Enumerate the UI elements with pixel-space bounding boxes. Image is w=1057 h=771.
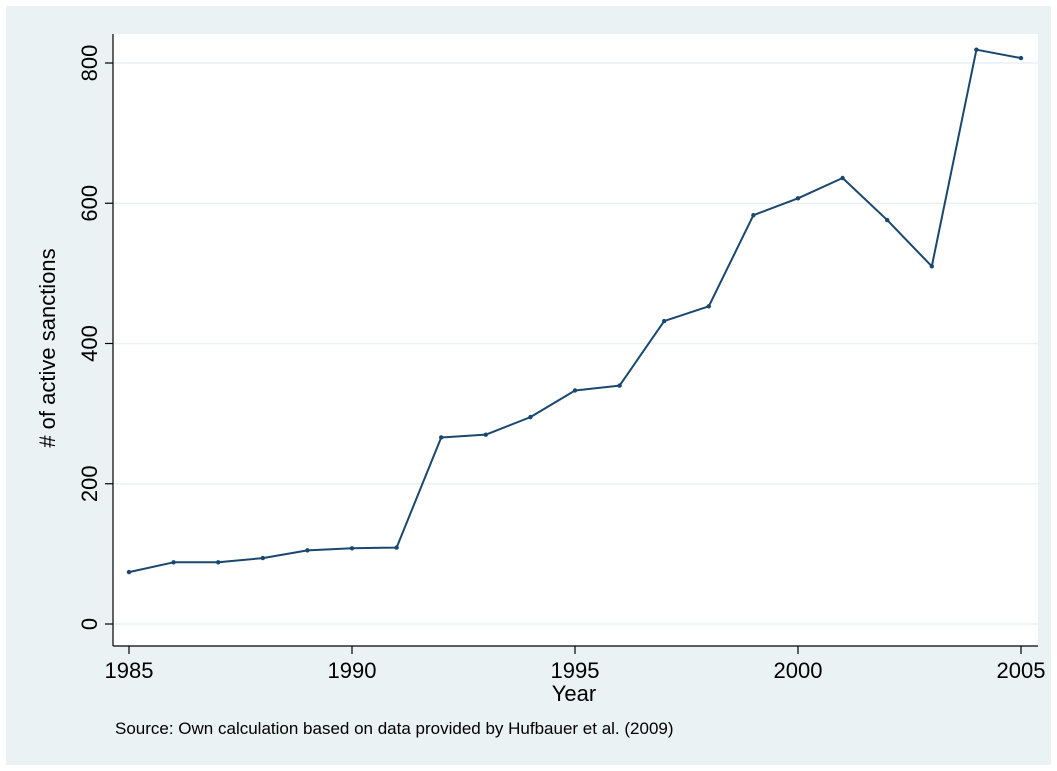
series (126, 47, 1024, 575)
data-point (662, 318, 667, 324)
data-point (528, 414, 533, 420)
chart-figure: 0 200 400 600 800 1985 1990 1995 2000 2005 Year … (6, 6, 1051, 765)
data-point (974, 47, 979, 52)
y-tick-label: 600 (77, 185, 102, 222)
x-ticks: 1985 1990 1995 2000 2005 (105, 646, 1046, 683)
x-axis-title: Year (552, 681, 596, 706)
x-tick-label: 2000 (774, 658, 823, 683)
data-point (929, 264, 934, 269)
y-tick-label: 400 (77, 325, 102, 362)
data-point (483, 432, 488, 437)
y-tick-label: 800 (77, 45, 102, 82)
data-point (572, 388, 578, 393)
data-point (751, 212, 756, 218)
data-point (260, 555, 265, 561)
data-point (305, 548, 310, 553)
data-point (349, 546, 355, 551)
data-point (126, 569, 132, 575)
data-point (216, 560, 221, 565)
source-note: Source: Own calculation based on data pr… (115, 719, 674, 738)
data-point (171, 560, 176, 565)
x-tick-label: 2005 (997, 658, 1046, 683)
x-tick-label: 1995 (551, 658, 600, 683)
data-point (706, 304, 711, 309)
data-point (1018, 55, 1024, 61)
y-axis-title: # of active sanctions (35, 248, 60, 447)
data-point (439, 435, 444, 440)
x-tick-label: 1990 (328, 658, 377, 683)
x-tick-label: 1985 (105, 658, 154, 683)
data-point (617, 383, 622, 388)
gridlines (113, 62, 1038, 625)
data-point (840, 175, 845, 181)
plot-area (113, 34, 1038, 646)
y-ticks: 0 200 400 600 800 (77, 45, 113, 630)
data-point (394, 545, 399, 550)
y-tick-label: 200 (77, 465, 102, 502)
data-point (795, 196, 801, 201)
y-tick-label: 0 (77, 618, 102, 630)
data-point (885, 217, 890, 223)
